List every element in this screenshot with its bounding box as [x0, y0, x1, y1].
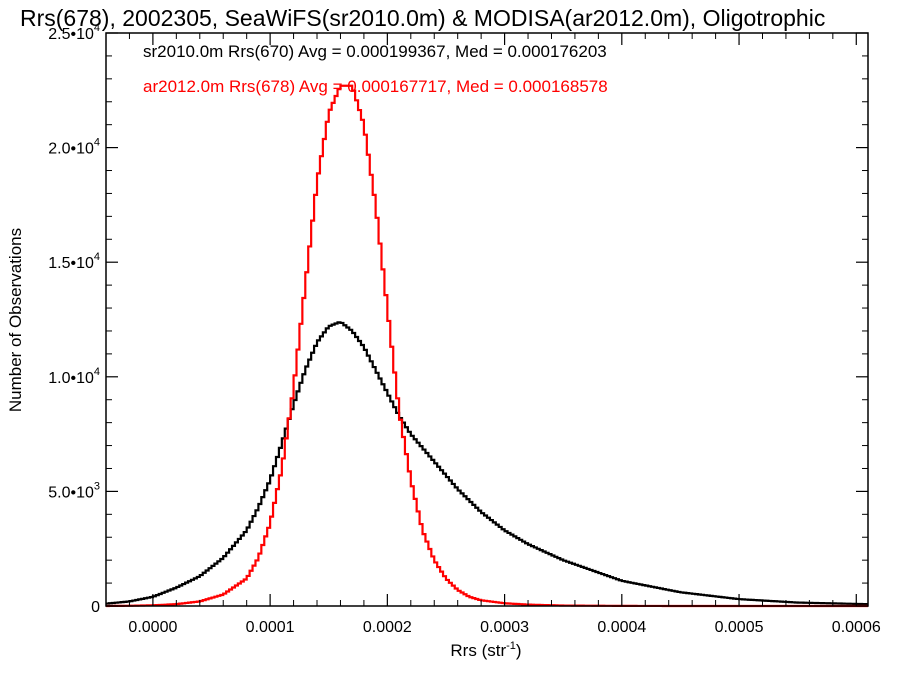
x-tick-label: 0.0004	[597, 619, 646, 636]
y-tick-label: 0	[91, 599, 100, 616]
x-tick-label: 0.0002	[363, 619, 412, 636]
series-line-1	[106, 84, 868, 608]
y-tick-label: 1.0•104	[48, 366, 100, 387]
y-tick-label: 2.5•104	[48, 22, 100, 43]
x-axis-label-superscript: -1	[506, 640, 516, 652]
y-tick-label: 5.0•103	[48, 480, 100, 501]
series-line-0	[106, 321, 868, 606]
legend: sr2010.0m Rrs(670) Avg = 0.000199367, Me…	[143, 42, 608, 96]
x-axis-label-main: Rrs (str	[450, 641, 506, 660]
x-tick-label: 0.0003	[480, 619, 529, 636]
x-tick-label: 0.0005	[715, 619, 764, 636]
ticks-layer: 0.0000 0.0001 0.0002 0.0003 0.0004 0.0005 0.00…	[48, 22, 881, 636]
x-axis-label: Rrs (str-1)	[450, 640, 521, 660]
x-tick-label: 0.0001	[246, 619, 295, 636]
legend-entry-black: sr2010.0m Rrs(670) Avg = 0.000199367, Me…	[143, 42, 607, 61]
x-axis-label-end: )	[516, 641, 522, 660]
legend-entry-red: ar2012.0m Rrs(678) Avg = 0.000167717, Me…	[143, 77, 608, 96]
chart-title: Rrs(678), 2002305, SeaWiFS(sr2010.0m) & …	[20, 5, 825, 31]
x-tick-label: 0.0000	[128, 619, 177, 636]
x-tick-label: 0.0006	[832, 619, 881, 636]
y-tick-label: 1.5•104	[48, 251, 100, 272]
y-axis-label: Number of Observations	[6, 228, 25, 412]
y-tick-label: 2.0•104	[48, 137, 100, 158]
plot-frame	[105, 32, 869, 607]
series-layer	[106, 84, 868, 608]
